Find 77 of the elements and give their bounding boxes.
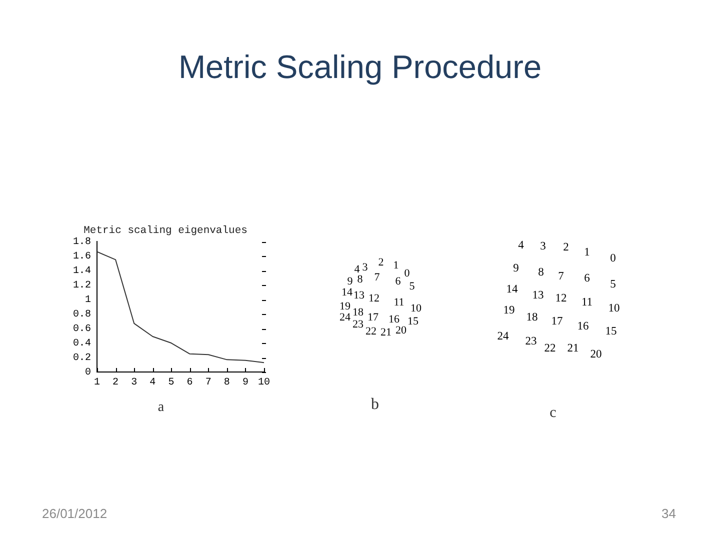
category-label: 2 — [563, 241, 569, 254]
category-label: 14 — [506, 283, 518, 296]
category-label: 22 — [366, 326, 376, 338]
category-label: 7 — [558, 270, 564, 283]
category-label: 23 — [352, 318, 364, 330]
text: c — [550, 404, 556, 422]
category-label: 19 — [340, 300, 350, 312]
y-tick-label: 0.2 — [72, 353, 92, 364]
category-label: 6 — [395, 276, 401, 288]
category-label: 1 — [393, 260, 399, 272]
category-label: 4 — [518, 239, 524, 252]
category-label: 8 — [357, 274, 363, 286]
x-tick-label: 6 — [186, 378, 193, 389]
y-tick-label: 1.4 — [72, 266, 92, 278]
category-label: 17 — [368, 312, 378, 324]
x-tick-label: 9 — [242, 378, 248, 389]
y-tick-label: 1.8 — [72, 237, 92, 248]
category-label: 21 — [567, 342, 579, 355]
category-label: 21 — [380, 326, 392, 338]
category-label: 20 — [396, 324, 406, 336]
y-tick-label: 0.4 — [72, 338, 92, 350]
category-label: 2 — [378, 256, 384, 268]
y-tick-label: 0 — [84, 368, 92, 379]
x-tick-label: 7 — [205, 378, 212, 389]
category-label: 9 — [347, 276, 353, 288]
category-label: 5 — [610, 278, 616, 291]
y-tick-label: 1.6 — [72, 252, 92, 263]
category-label: 17 — [551, 315, 563, 328]
category-label: 5 — [409, 280, 415, 292]
x-tick-label: 10 — [258, 378, 270, 389]
category-label: 24 — [497, 330, 509, 343]
category-label: 7 — [374, 272, 380, 284]
category-label: 1 — [584, 246, 590, 259]
x-tick-label: 1 — [94, 378, 100, 389]
text: 26/01/2012 — [42, 506, 108, 522]
category-label: 11 — [581, 296, 593, 309]
category-label: 11 — [394, 296, 404, 308]
x-tick-label: 3 — [131, 378, 138, 389]
category-label: 12 — [555, 292, 567, 305]
y-tick-label: 0.8 — [72, 310, 92, 321]
category-label: 6 — [584, 272, 590, 285]
text: Metric Scaling Procedure — [177, 48, 543, 86]
category-label: 13 — [354, 290, 364, 302]
category-label: 13 — [532, 289, 544, 302]
x-tick-label: 5 — [168, 378, 174, 389]
category-label: 4 — [354, 264, 360, 276]
y-tick-label: 1 — [84, 295, 92, 306]
category-label: 10 — [608, 302, 620, 315]
category-label: 22 — [544, 342, 556, 355]
category-label: 15 — [605, 325, 617, 338]
text: b — [371, 396, 379, 414]
y-tick-label: 1.2 — [72, 280, 92, 292]
category-label: 18 — [352, 306, 364, 318]
category-label: 3 — [540, 240, 546, 253]
y-tick-label: 0.6 — [72, 324, 92, 336]
x-tick-label: 4 — [150, 378, 156, 389]
category-label: 19 — [503, 304, 515, 317]
x-axis-title: a — [158, 399, 164, 417]
category-label: 20 — [590, 348, 602, 361]
category-label: 24 — [340, 312, 350, 324]
category-label: 0 — [404, 268, 410, 280]
chart-title: Metric scaling eigenvalues — [84, 225, 248, 238]
text: 34 — [662, 506, 676, 522]
category-label: 14 — [342, 286, 352, 298]
category-label: 16 — [577, 320, 589, 333]
category-label: 3 — [362, 262, 368, 274]
category-label: 9 — [513, 262, 519, 275]
category-label: 18 — [526, 311, 538, 324]
category-label: 10 — [410, 302, 422, 314]
x-tick-label: 8 — [224, 378, 230, 389]
category-label: 8 — [538, 266, 544, 279]
x-tick-label: 2 — [112, 378, 119, 389]
category-label: 0 — [610, 252, 616, 265]
category-label: 12 — [368, 292, 380, 304]
category-label: 16 — [388, 314, 400, 326]
category-label: 23 — [525, 335, 537, 348]
category-label: 15 — [408, 316, 418, 328]
